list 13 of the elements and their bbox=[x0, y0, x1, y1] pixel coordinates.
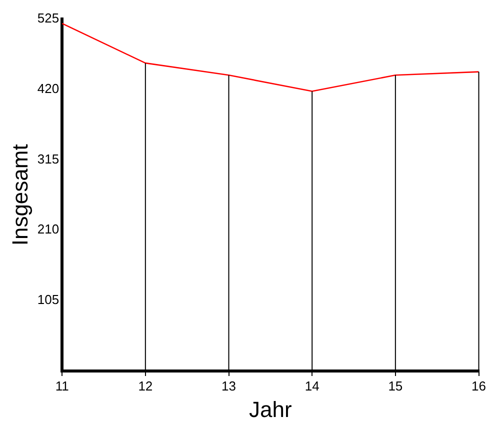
y-tick-label: 420 bbox=[37, 80, 60, 96]
y-tick-label: 525 bbox=[37, 10, 60, 26]
y-tick-label: 105 bbox=[37, 292, 60, 308]
x-tick-label: 16 bbox=[472, 378, 486, 394]
y-tick-label: 210 bbox=[37, 222, 60, 237]
y-axis-title: Insgesamt bbox=[7, 144, 32, 246]
y-tick-label: 315 bbox=[37, 151, 60, 166]
x-tick-label: 14 bbox=[304, 378, 320, 394]
x-tick-label: 11 bbox=[55, 378, 69, 394]
x-axis-title: Jahr bbox=[249, 396, 292, 422]
x-tick-label: 15 bbox=[388, 378, 403, 394]
x-tick-label: 13 bbox=[222, 378, 236, 394]
x-tick-label: 12 bbox=[138, 378, 153, 394]
